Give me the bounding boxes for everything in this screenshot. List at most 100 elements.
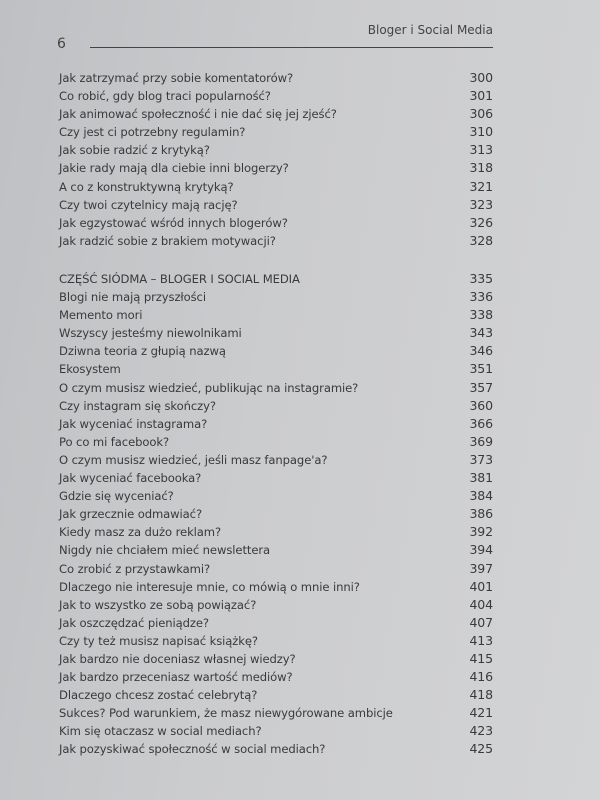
toc-entry-page: 360 (469, 397, 493, 413)
toc-entry-page: 318 (469, 160, 493, 176)
toc-entry-page: 384 (469, 488, 493, 504)
toc-entry-title: Dlaczego nie interesuje mnie, co mówią o… (59, 579, 360, 594)
toc-entry-title: Kiedy masz za dużo reklam? (59, 525, 222, 540)
toc-entry: Czy ty też musisz napisać książkę? 413 (59, 632, 493, 650)
toc-entry-title: Memento mori (59, 308, 143, 323)
toc-entry: O czym musisz wiedzieć, publikując na in… (59, 379, 493, 397)
toc-entry-title: Co robić, gdy blog traci popularność? (59, 89, 271, 104)
toc-entry: Jak bardzo przeceniasz wartość mediów? 41… (59, 668, 493, 686)
toc-entry-title: Jakie rady mają dla ciebie inni blogerzy… (59, 161, 289, 176)
toc-entry-page: 335 (469, 271, 493, 286)
toc-entry-title: Jak egzystować wśród innych blogerów? (59, 215, 288, 230)
toc-entry-title: Wszyscy jesteśmy niewolnikami (59, 326, 242, 341)
toc-entry-title: Gdzie się wyceniać? (59, 489, 174, 504)
toc-group-2: CZĘŚĆ SIÓDMA – BLOGER I SOCIAL MEDIA 335 B… (59, 270, 493, 759)
toc-entry-title: Jak oszczędzać pieniądze? (59, 615, 209, 630)
toc-entry-page: 300 (469, 70, 493, 85)
toc-entry-title: Jak to wszystko ze sobą powiązać? (59, 597, 257, 612)
toc-entry: Jakie rady mają dla ciebie inni blogerzy… (59, 159, 493, 177)
toc-entry-page: 415 (469, 650, 493, 666)
toc-entry-title: O czym musisz wiedzieć, publikując na in… (59, 380, 359, 395)
header-rule (90, 47, 493, 48)
toc-entry: Jak bardzo nie doceniasz własnej wiedzy?… (59, 650, 493, 668)
toc-entry-title: Jak radzić sobie z brakiem motywacji? (59, 233, 276, 248)
toc-entry: Blogi nie mają przyszłości 336 (59, 288, 493, 306)
toc-entry-page: 366 (469, 415, 493, 431)
toc-entry: Sukces? Pod warunkiem, że masz niewygóro… (59, 704, 493, 722)
toc-entry-page: 416 (469, 669, 493, 685)
toc-entry-page: 386 (469, 506, 493, 522)
toc-entry-title: Czy ty też musisz napisać książkę? (59, 633, 258, 648)
toc-entry-page: 394 (469, 542, 493, 558)
toc-entry-page: 346 (469, 343, 493, 359)
toc-entry: Jak egzystować wśród innych blogerów? 326 (59, 214, 493, 232)
page-number: 6 (57, 36, 66, 52)
toc-entry-title: Jak wyceniać facebooka? (59, 471, 202, 486)
toc-entry: Czy twoi czytelnicy mają rację? 323 (59, 196, 493, 214)
toc-entry-title: A co z konstruktywną krytyką? (59, 179, 234, 194)
toc-entry: Jak to wszystko ze sobą powiązać? 404 (59, 596, 493, 614)
toc-entry-page: 407 (469, 614, 493, 630)
toc-entry: Jak animować społeczność i nie dać się j… (59, 105, 493, 123)
toc-entry-title: Jak bardzo przeceniasz wartość mediów? (59, 670, 293, 685)
toc-entry-page: 373 (469, 451, 493, 467)
toc-entry: A co z konstruktywną krytyką? 321 (59, 178, 493, 196)
toc-entry: Kim się otaczasz w social mediach? 423 (59, 722, 493, 740)
toc-entry: Dziwna teoria z głupią nazwą 346 (59, 342, 493, 360)
running-title: Bloger i Social Media (367, 23, 493, 37)
toc-entry-page: 401 (469, 578, 493, 594)
toc-entry-title: Jak pozyskiwać społeczność w social medi… (59, 742, 326, 757)
toc-entry: Ekosystem 351 (59, 360, 493, 378)
toc-entry: Co robić, gdy blog traci popularność? 301 (59, 87, 493, 105)
toc-entry: Czy jest ci potrzebny regulamin? 310 (59, 123, 493, 141)
toc-entry-title: Dlaczego chcesz zostać celebrytą? (59, 688, 258, 703)
toc-entry-page: 338 (469, 307, 493, 323)
toc-entry-title: Nigdy nie chciałem mieć newslettera (59, 543, 271, 558)
toc-entry: Wszyscy jesteśmy niewolnikami 343 (59, 324, 493, 342)
toc-entry-page: 343 (469, 325, 493, 341)
toc-entry: Jak pozyskiwać społeczność w social medi… (59, 740, 493, 758)
toc-entry-title: Kim się otaczasz w social mediach? (59, 724, 262, 739)
toc-entry: Dlaczego chcesz zostać celebrytą? 418 (59, 686, 493, 704)
toc-entry: Jak zatrzymać przy sobie komentatorów? 30… (59, 69, 493, 87)
toc-entry-page: 413 (469, 632, 493, 648)
toc-entry-title: Co zrobić z przystawkami? (59, 561, 211, 576)
toc-entry: Jak radzić sobie z brakiem motywacji? 328 (59, 232, 493, 250)
toc-entry-page: 301 (469, 88, 493, 104)
toc-entry-title: Jak grzecznie odmawiać? (59, 507, 203, 522)
toc-entry: Nigdy nie chciałem mieć newslettera 394 (59, 541, 493, 559)
toc-entry-page: 357 (469, 379, 493, 395)
toc-entry-title: Blogi nie mają przyszłości (59, 290, 206, 305)
toc-entry: Jak oszczędzać pieniądze? 407 (59, 614, 493, 632)
toc-entry-title: Jak zatrzymać przy sobie komentatorów? (59, 71, 294, 85)
toc-entry-title: Ekosystem (59, 362, 121, 377)
toc-entry-title: Jak wyceniać instagrama? (59, 416, 208, 431)
toc-entry-title: Jak animować społeczność i nie dać się j… (59, 107, 337, 122)
toc-entry-title: Czy twoi czytelnicy mają rację? (59, 197, 238, 212)
toc-entry: Jak sobie radzić z krytyką? 313 (59, 141, 493, 159)
toc-entry-title: Dziwna teoria z głupią nazwą (59, 344, 226, 359)
toc-entry-page: 397 (469, 560, 493, 576)
toc-entry: Dlaczego nie interesuje mnie, co mówią o… (59, 578, 493, 596)
toc-entry-page: 306 (469, 106, 493, 122)
toc-entry-page: 336 (469, 289, 493, 305)
toc-entry-title: Sukces? Pod warunkiem, że masz niewygóro… (59, 706, 393, 721)
toc-entry-page: 328 (469, 232, 493, 248)
toc-entry: Gdzie się wyceniać? 384 (59, 487, 493, 505)
toc-entry: Czy instagram się skończy? 360 (59, 397, 493, 415)
toc-entry-title: O czym musisz wiedzieć, jeśli masz fanpa… (59, 452, 328, 467)
toc-entry-page: 321 (469, 178, 493, 194)
toc-entry-page: 326 (469, 214, 493, 230)
toc-entry: O czym musisz wiedzieć, jeśli masz fanpa… (59, 451, 493, 469)
toc-entry: Memento mori 338 (59, 306, 493, 324)
toc-entry-page: 323 (469, 196, 493, 212)
toc-entry: Jak wyceniać facebooka? 381 (59, 469, 493, 487)
toc-entry-page: 369 (469, 433, 493, 449)
toc-entry: Kiedy masz za dużo reklam? 392 (59, 523, 493, 541)
toc-entry: Jak grzecznie odmawiać? 386 (59, 505, 493, 523)
toc-entry: Co zrobić z przystawkami? 397 (59, 560, 493, 578)
toc-entry-page: 351 (469, 361, 493, 377)
toc-section-heading: CZĘŚĆ SIÓDMA – BLOGER I SOCIAL MEDIA 335 (59, 270, 493, 288)
toc-entry-page: 404 (469, 596, 493, 612)
toc-group-1: Jak zatrzymać przy sobie komentatorów? 30… (59, 69, 493, 250)
